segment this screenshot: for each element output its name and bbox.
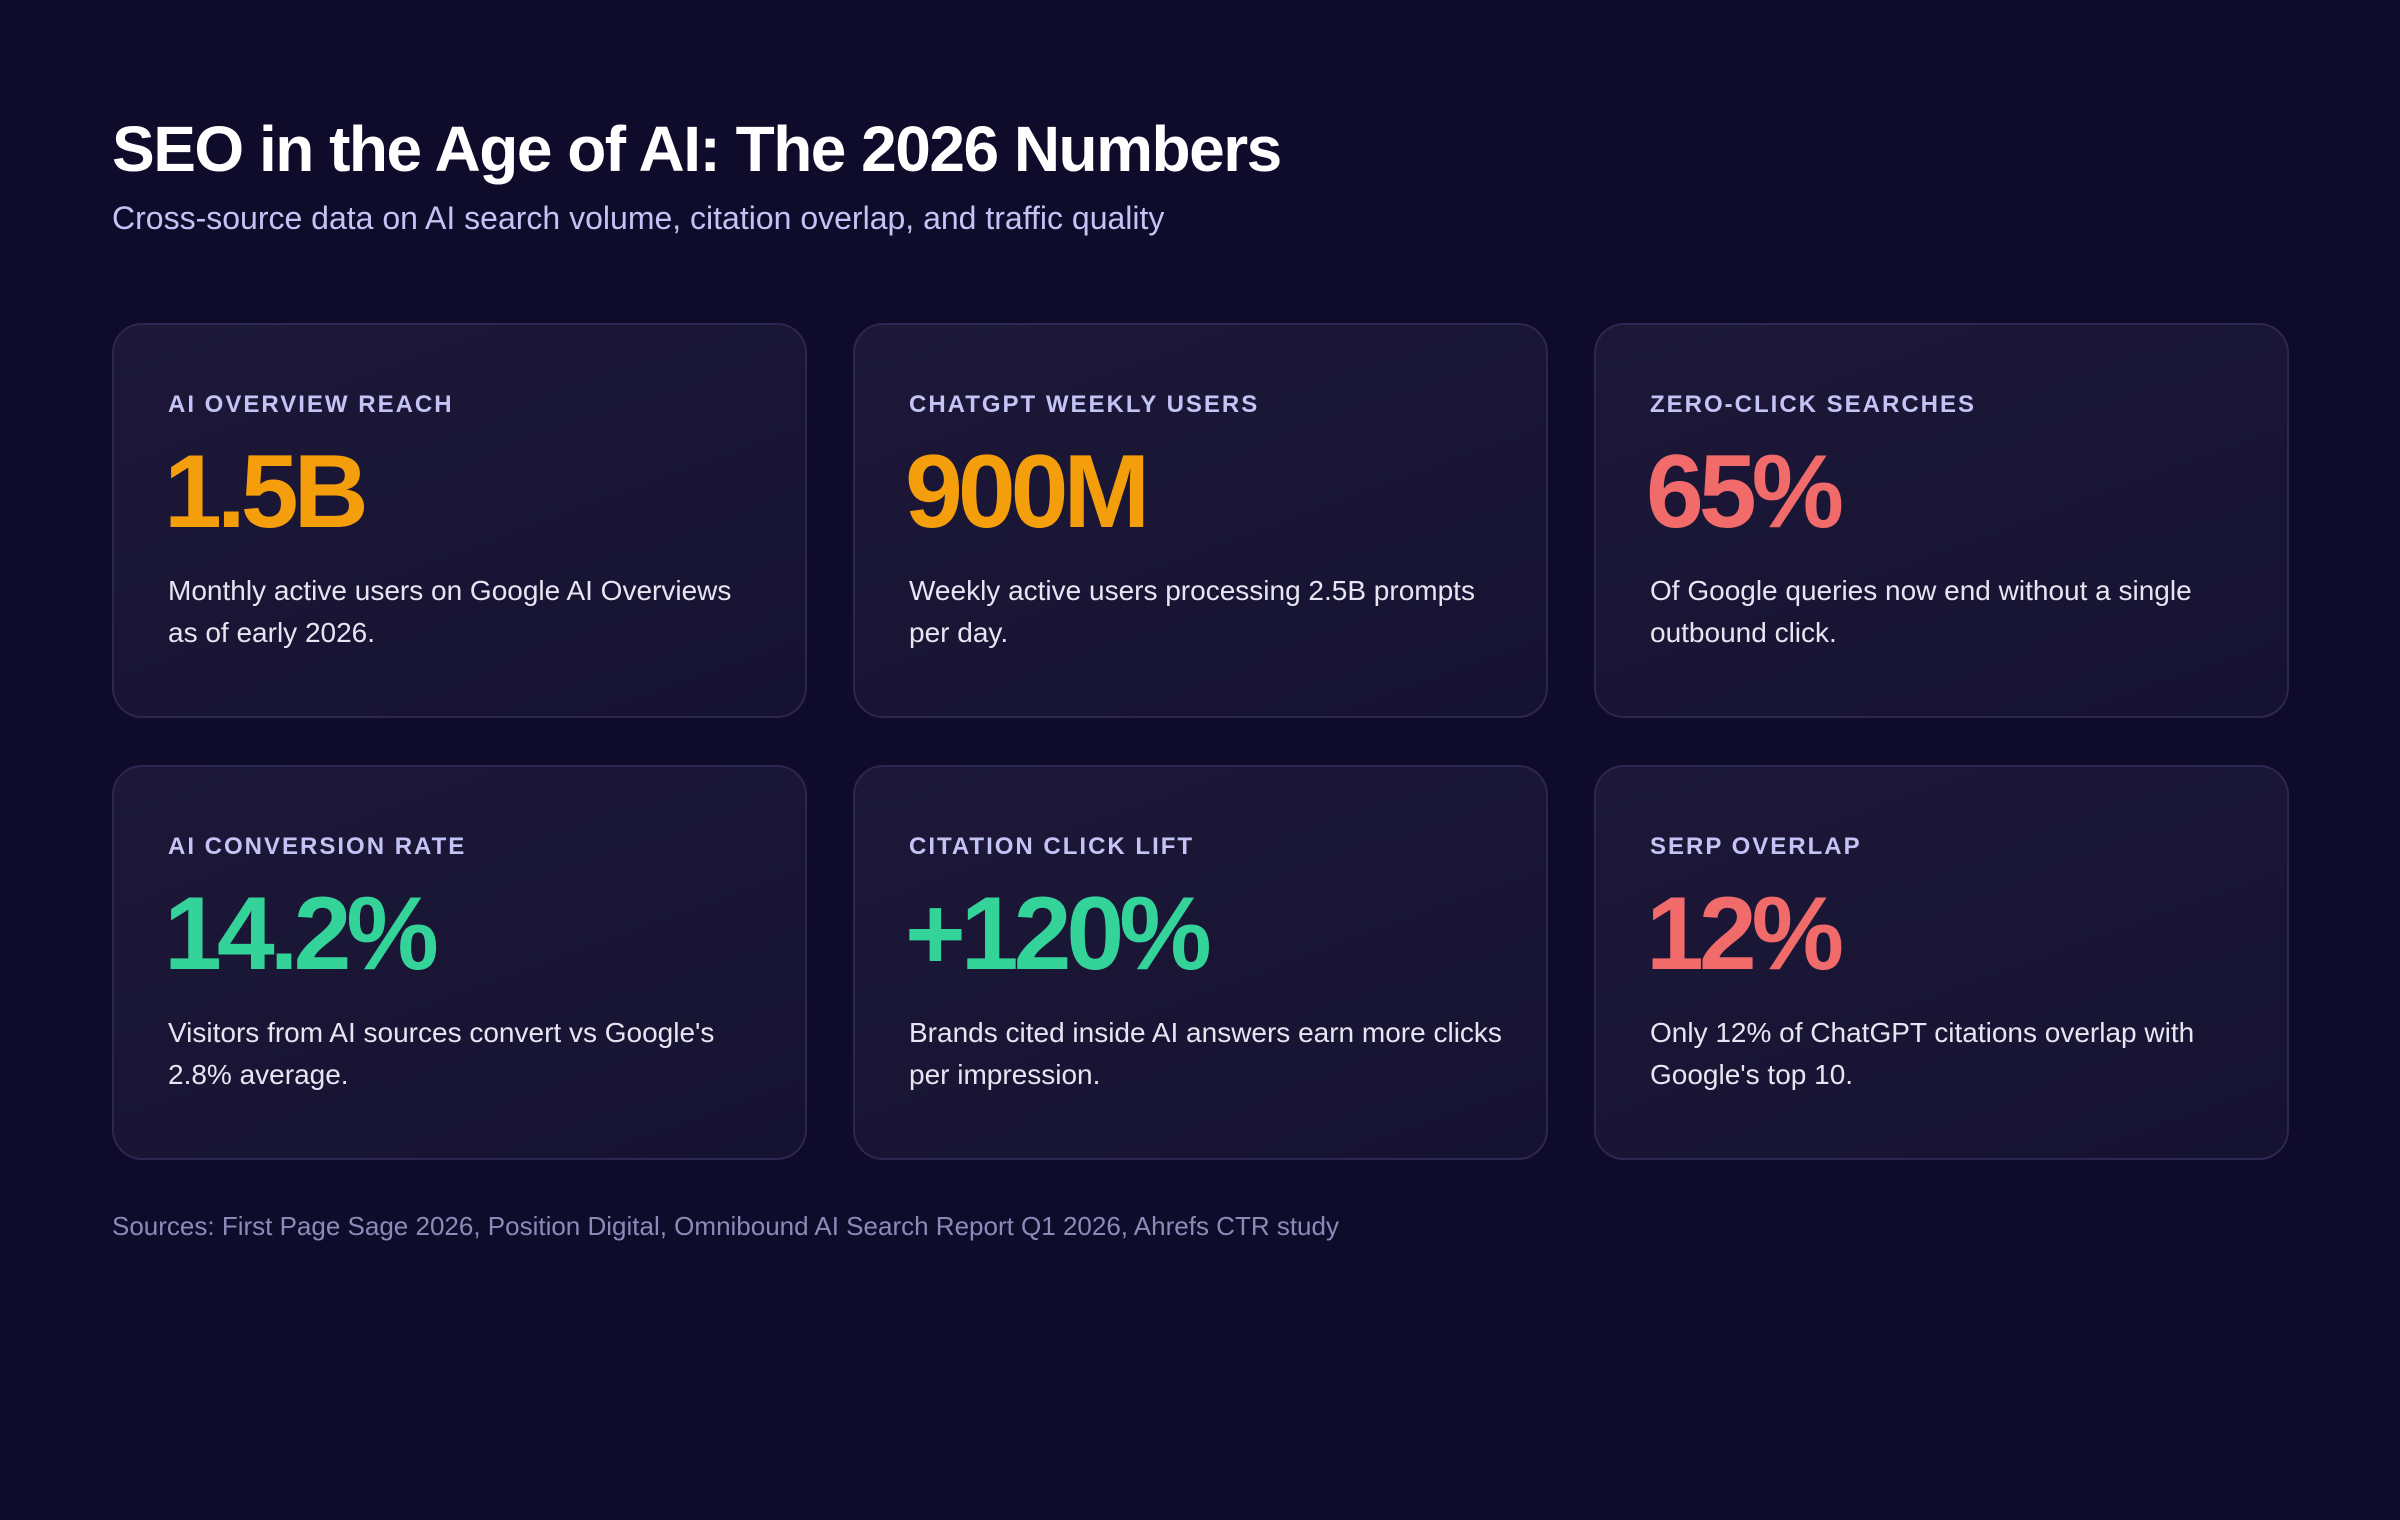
- card-label: ZERO-CLICK SEARCHES: [1650, 391, 1977, 418]
- card-description: Brands cited inside AI answers earn more…: [909, 1017, 1502, 1090]
- card-description: Weekly active users processing 2.5B prom…: [909, 575, 1475, 648]
- card-value: 65%: [1646, 434, 1844, 550]
- card-grid: AI OVERVIEW REACH 1.5B Monthly active us…: [112, 323, 2289, 1160]
- stat-card: AI OVERVIEW REACH 1.5B Monthly active us…: [112, 323, 807, 718]
- card-label: CHATGPT WEEKLY USERS: [909, 391, 1260, 418]
- card-value: 1.5B: [164, 434, 369, 550]
- card-label: AI CONVERSION RATE: [168, 833, 467, 860]
- card-description: Only 12% of ChatGPT citations overlap wi…: [1650, 1017, 2195, 1090]
- title: SEO in the Age of AI: The 2026 Numbers: [112, 113, 1282, 185]
- card-value: +120%: [905, 876, 1212, 992]
- stat-card: AI CONVERSION RATE 14.2% Visitors from A…: [112, 765, 807, 1160]
- card-label: AI OVERVIEW REACH: [168, 391, 454, 418]
- card-value: 900M: [905, 434, 1150, 550]
- sources: Sources: First Page Sage 2026, Position …: [112, 1211, 1339, 1241]
- card-value: 12%: [1646, 876, 1844, 992]
- card-description: Of Google queries now end without a sing…: [1650, 575, 2192, 648]
- card-description: Visitors from AI sources convert vs Goog…: [168, 1017, 715, 1090]
- card-label: CITATION CLICK LIFT: [909, 833, 1195, 860]
- card-value: 14.2%: [164, 876, 439, 992]
- stat-card: SERP OVERLAP 12% Only 12% of ChatGPT cit…: [1594, 765, 2289, 1160]
- subtitle: Cross-source data on AI search volume, c…: [112, 200, 1165, 236]
- stat-card: CHATGPT WEEKLY USERS 900M Weekly active …: [853, 323, 1548, 718]
- stat-card: CITATION CLICK LIFT +120% Brands cited i…: [853, 765, 1548, 1160]
- stat-card: ZERO-CLICK SEARCHES 65% Of Google querie…: [1594, 323, 2289, 718]
- card-description: Monthly active users on Google AI Overvi…: [168, 575, 732, 648]
- card-label: SERP OVERLAP: [1650, 833, 1862, 860]
